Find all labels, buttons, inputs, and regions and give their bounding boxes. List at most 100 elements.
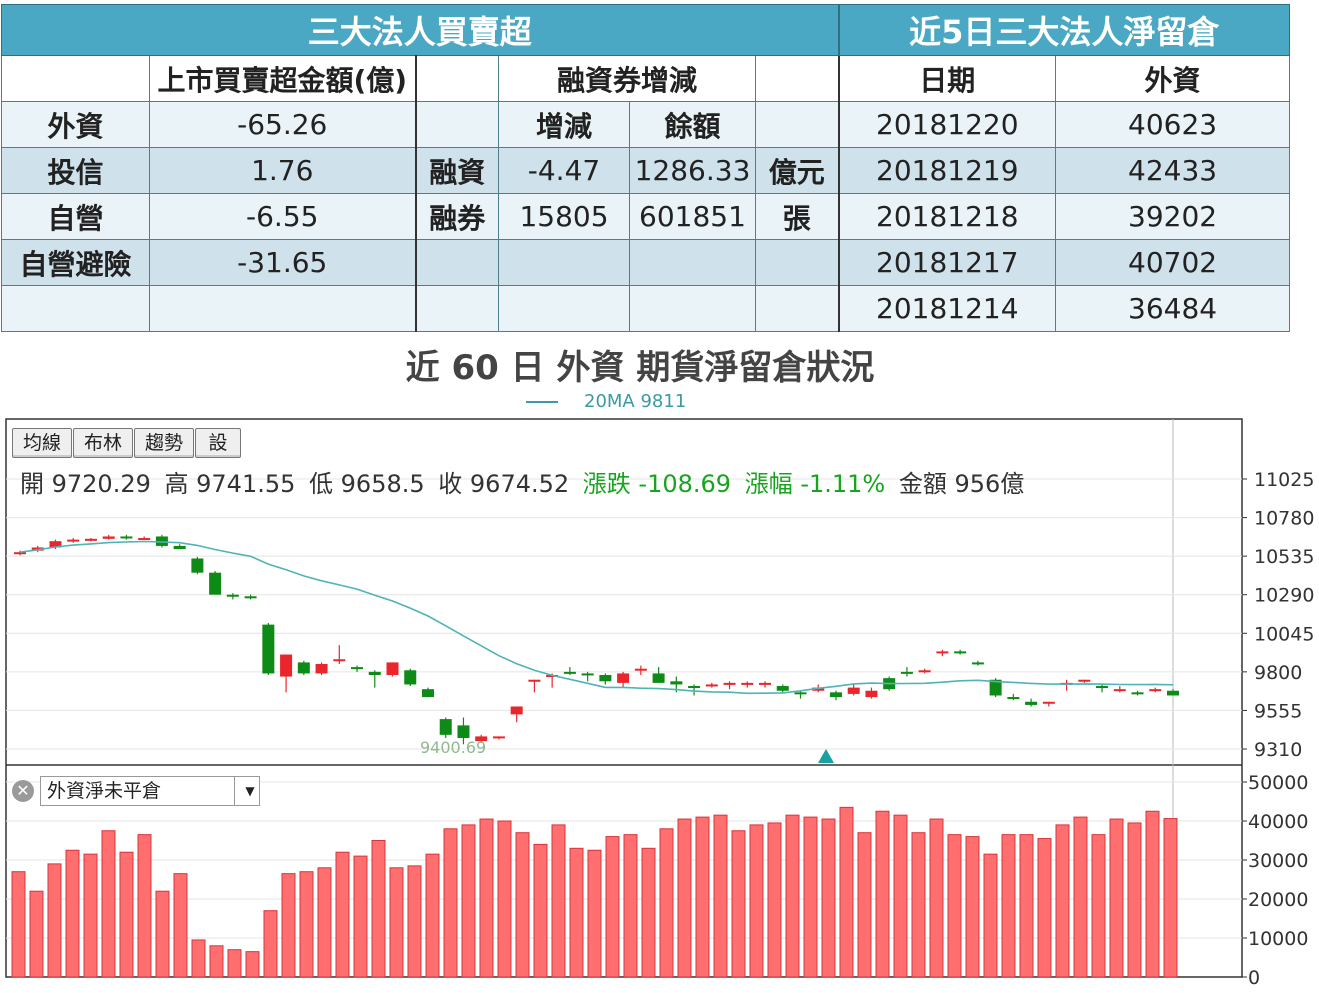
volume-bar bbox=[1019, 834, 1034, 978]
volume-bar bbox=[965, 836, 980, 978]
candle bbox=[723, 681, 736, 690]
candle-body bbox=[563, 671, 576, 674]
candle bbox=[829, 690, 842, 701]
candle bbox=[297, 660, 310, 676]
candle-body bbox=[1149, 689, 1162, 692]
volume-bar bbox=[569, 847, 584, 978]
candle-body bbox=[244, 596, 257, 599]
low-price-label: 9400.69 bbox=[420, 738, 486, 757]
y-tick-label: 9310 bbox=[1254, 739, 1302, 761]
candle bbox=[368, 670, 381, 688]
candle bbox=[1078, 679, 1091, 683]
candle bbox=[741, 681, 754, 688]
candle-body bbox=[705, 684, 718, 687]
trend-button[interactable]: 趨勢 bbox=[134, 428, 194, 458]
volume-bar bbox=[677, 818, 692, 978]
candle-body bbox=[599, 675, 612, 682]
candle-body bbox=[954, 651, 967, 654]
volume-bar bbox=[587, 849, 602, 978]
candle bbox=[262, 623, 275, 676]
candle-body bbox=[475, 736, 488, 742]
change-value: 漲跌 -108.69 bbox=[582, 470, 732, 498]
indicator-select[interactable]: 外資淨未平倉 ▼ bbox=[40, 776, 260, 806]
y-tick-label: 10045 bbox=[1254, 623, 1314, 645]
indicator-select-value: 外資淨未平倉 bbox=[47, 780, 162, 802]
volume-bar bbox=[1163, 818, 1178, 978]
volume-bar bbox=[47, 863, 62, 978]
margin-unit: 億元 bbox=[754, 147, 840, 194]
candle bbox=[421, 687, 434, 698]
volume-bar bbox=[479, 818, 494, 978]
candle-body bbox=[315, 663, 328, 674]
volume-bar bbox=[839, 806, 854, 978]
volume-bar bbox=[929, 818, 944, 978]
margin-change: -4.47 bbox=[498, 147, 630, 194]
volume-bar bbox=[605, 836, 620, 978]
volume-bar bbox=[119, 851, 134, 978]
low-value: 低 9658.5 bbox=[309, 470, 425, 498]
chart-heading: 近 60 日 外資 期貨淨留倉狀況 bbox=[405, 348, 875, 388]
blank-cell bbox=[754, 101, 840, 148]
y-tick-label: 9555 bbox=[1254, 700, 1302, 722]
volume-bar bbox=[1055, 824, 1070, 978]
row-name: 自營避險 bbox=[1, 239, 150, 286]
blank-cell bbox=[629, 239, 756, 286]
institutional-table: 三大法人買賣超 近5日三大法人淨留倉 上市買賣超金額(億) 融資券增減 日期 外… bbox=[0, 4, 1291, 332]
candle-body bbox=[936, 651, 949, 654]
candle-body bbox=[829, 692, 842, 698]
candle-body bbox=[865, 690, 878, 698]
close-icon[interactable]: ✕ bbox=[12, 780, 34, 802]
candle bbox=[510, 706, 523, 723]
candle bbox=[315, 662, 328, 676]
volume-bar bbox=[623, 834, 638, 978]
settings-button[interactable]: 設 bbox=[195, 428, 241, 458]
pct-value: 漲幅 -1.11% bbox=[744, 470, 886, 498]
candle bbox=[918, 668, 931, 674]
ma-button[interactable]: 均線 bbox=[12, 428, 72, 458]
ma-legend-line bbox=[526, 401, 558, 403]
candle bbox=[563, 667, 576, 676]
blank-cell bbox=[415, 285, 499, 332]
candle bbox=[173, 544, 186, 550]
blank-cell bbox=[415, 55, 499, 102]
position-value: 40702 bbox=[1055, 239, 1291, 286]
volume-bar bbox=[857, 832, 872, 978]
candle-body bbox=[617, 673, 630, 683]
volume-bar bbox=[749, 824, 764, 978]
volume-bar bbox=[803, 816, 818, 978]
margin-row-name: 融券 bbox=[415, 193, 499, 240]
close-value: 收 9674.52 bbox=[438, 470, 570, 498]
volume-bar bbox=[137, 834, 152, 978]
row-amount: -65.26 bbox=[149, 101, 417, 148]
row-amount: -31.65 bbox=[149, 239, 417, 286]
volume-bar bbox=[731, 830, 746, 978]
volume-bar bbox=[317, 867, 332, 978]
candle-body bbox=[351, 667, 364, 670]
candle bbox=[776, 684, 789, 693]
ohlc-readout: 開 9720.29 高 9741.55 低 9658.5 收 9674.52 漲… bbox=[20, 464, 1030, 499]
volume-bar bbox=[659, 828, 674, 978]
position-value: 39202 bbox=[1055, 193, 1291, 240]
candle bbox=[865, 687, 878, 699]
chevron-down-icon[interactable]: ▼ bbox=[234, 777, 259, 805]
candle-body bbox=[1131, 692, 1144, 695]
candle bbox=[1167, 689, 1179, 696]
volume-bar bbox=[1073, 816, 1088, 978]
volume-bar bbox=[875, 810, 890, 978]
volume-bar bbox=[515, 832, 530, 978]
position-value: 36484 bbox=[1055, 285, 1291, 332]
candle bbox=[475, 734, 488, 743]
candle-body bbox=[120, 536, 133, 539]
candle-body bbox=[918, 670, 931, 673]
amount-header: 上市買賣超金額(億) bbox=[149, 55, 417, 102]
row-name: 自營 bbox=[1, 193, 150, 240]
candle-body bbox=[989, 679, 1002, 696]
candle-body bbox=[1113, 689, 1126, 692]
volume-bar bbox=[443, 828, 458, 978]
candle bbox=[794, 690, 807, 699]
bollinger-button[interactable]: 布林 bbox=[73, 428, 133, 458]
candle-body bbox=[812, 687, 825, 691]
candle bbox=[67, 538, 80, 543]
volume-bar bbox=[335, 851, 350, 978]
margin-header: 融資券增減 bbox=[498, 55, 756, 102]
